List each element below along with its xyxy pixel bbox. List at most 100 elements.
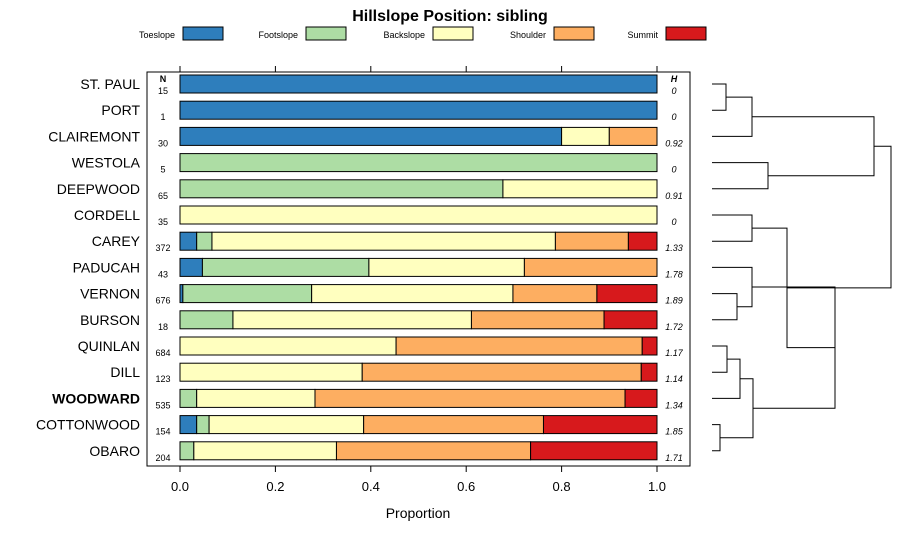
bar-segment-backslope [179,336,397,356]
x-tick-label: 0.0 [171,479,189,494]
dendrogram-link [712,358,741,399]
row-label: OBARO [89,443,140,459]
row-label: CLAIREMONT [48,128,140,144]
h-value: 1.14 [665,374,683,384]
legend-label-shoulder: Shoulder [510,30,546,40]
row-label: PADUCAH [73,259,140,275]
dendrogram-link [712,83,727,111]
n-value: 535 [155,400,170,410]
plot-frame [146,71,691,467]
row-label: QUINLAN [78,338,140,354]
bar-segment-footslope [179,310,234,330]
dendrogram-link [752,116,875,177]
bar-segment-summit [641,336,658,356]
bar-segment-shoulder [608,126,658,146]
bar-segment-toeslope [179,74,658,94]
h-value: 1.89 [665,296,683,306]
legend-swatch-backslope [432,26,474,41]
bar-segment-summit [530,441,658,461]
legend-label-summit: Summit [627,30,658,40]
n-value: 65 [158,191,168,201]
bar-segment-shoulder [395,336,643,356]
n-value: 154 [155,427,170,437]
h-value: 0 [671,165,676,175]
bar-segment-shoulder [361,362,642,382]
row-label: VERNON [80,286,140,302]
h-value: 1.85 [665,427,684,437]
bar-segment-backslope [368,257,525,277]
n-value: 1 [160,112,165,122]
x-tick-label: 0.4 [362,479,380,494]
plot-border [146,71,691,467]
x-tick-label: 0.2 [266,479,284,494]
row-label: PORT [101,102,140,118]
legend: Toeslope Footslope Backslope Shoulder Summit [139,26,707,41]
h-value: 0 [671,217,676,227]
h-value: 1.34 [665,400,683,410]
n-value: 684 [155,348,170,358]
bar-segment-backslope [502,179,658,199]
legend-label-backslope: Backslope [383,30,425,40]
n-value: 35 [158,217,168,227]
bar-segment-footslope [196,415,210,435]
x-tick-label: 0.8 [553,479,571,494]
bar-segment-shoulder [512,284,598,304]
bar-segment-summit [640,362,658,382]
x-axis-label: Proportion [386,505,451,521]
bar-rows: ST. PAUL 15 0 PORT 1 0 CLAIREMONT 30 0.92 WESTOLA… [36,74,684,463]
row-label: COTTONWOOD [36,417,140,433]
bar-row-vernon: VERNON 676 1.89 [80,284,683,306]
row-label: CAREY [92,233,141,249]
bar-segment-backslope [211,231,556,251]
bar-segment-shoulder [523,257,658,277]
dendrogram [712,83,892,452]
n-value: 15 [158,86,168,96]
bar-segment-toeslope [179,231,198,251]
legend-swatch-shoulder [553,26,595,41]
bar-segment-backslope [311,284,514,304]
bar-row-burson: BURSON 18 1.72 [80,310,683,332]
bar-row-dill: DILL 123 1.14 [110,362,683,384]
x-tick-label: 1.0 [648,479,666,494]
row-label: BURSON [80,312,140,328]
legend-swatch-toeslope [182,26,224,41]
bar-segment-footslope [196,231,213,251]
legend-swatch-summit [665,26,707,41]
row-label: ST. PAUL [80,76,140,92]
n-value: 5 [160,165,165,175]
bar-segment-shoulder [314,388,626,408]
bar-segment-footslope [201,257,370,277]
legend-label-footslope: Footslope [258,30,298,40]
bar-segment-backslope [196,388,316,408]
bar-segment-shoulder [363,415,544,435]
dendrogram-link [712,214,753,242]
h-value: 1.17 [665,348,684,358]
bar-segment-footslope [182,284,313,304]
n-header: N [160,74,167,84]
bar-row-woodward: WOODWARD 535 1.34 [52,388,683,410]
bar-row-st-paul: ST. PAUL 15 0 [80,74,677,96]
x-tick-label: 0.6 [457,479,475,494]
h-header: H [671,74,678,84]
bar-row-clairemont: CLAIREMONT 30 0.92 [48,126,683,148]
dendrogram-link [712,96,753,137]
bar-row-carey: CAREY 372 1.33 [92,231,683,253]
legend-label-toeslope: Toeslope [139,30,175,40]
dendrogram-link [712,293,738,321]
bar-segment-backslope [208,415,365,435]
h-value: 1.72 [665,322,683,332]
bar-segment-backslope [232,310,472,330]
n-value: 30 [158,138,168,148]
bar-segment-footslope [179,441,195,461]
n-value: 372 [155,243,170,253]
bar-segment-footslope [179,388,198,408]
bar-row-paducah: PADUCAH 43 1.78 [73,257,683,279]
n-value: 18 [158,322,168,332]
n-value: 676 [155,296,170,306]
row-label: DILL [110,364,140,380]
bar-row-quinlan: QUINLAN 684 1.17 [78,336,684,358]
row-label: WESTOLA [72,155,141,171]
bar-segment-shoulder [335,441,532,461]
bar-segment-backslope [561,126,610,146]
